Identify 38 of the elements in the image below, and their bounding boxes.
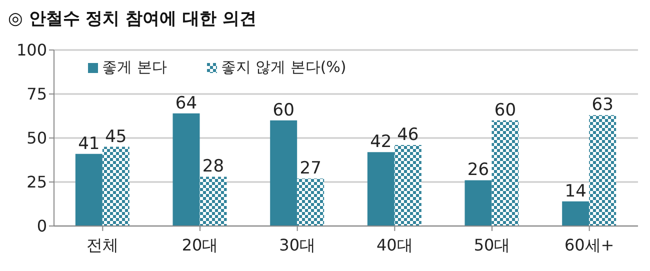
data-label: 28 bbox=[202, 156, 224, 177]
bar bbox=[562, 201, 590, 226]
bar bbox=[367, 152, 394, 226]
data-label: 41 bbox=[78, 134, 100, 154]
bar bbox=[394, 145, 422, 226]
legend-label: 좋게 본다 bbox=[101, 58, 167, 77]
bar bbox=[270, 120, 298, 226]
bar bbox=[492, 120, 519, 226]
y-tick-label: 25 bbox=[26, 172, 47, 192]
legend-label: 좋지 않게 본다(%) bbox=[220, 58, 346, 77]
bar bbox=[75, 154, 102, 226]
x-tick-label: 20대 bbox=[182, 235, 218, 254]
bar bbox=[200, 176, 227, 226]
y-tick-label: 100 bbox=[16, 40, 47, 60]
data-label: 45 bbox=[105, 126, 127, 147]
data-label: 60 bbox=[494, 100, 516, 120]
data-label: 42 bbox=[370, 132, 392, 152]
data-label: 14 bbox=[564, 181, 586, 202]
x-tick-label: 전체 bbox=[86, 235, 119, 254]
bar bbox=[589, 115, 616, 226]
x-tick-label: 40대 bbox=[376, 235, 413, 254]
chart-title: ◎ 안철수 정치 참여에 대한 의견 bbox=[8, 8, 258, 31]
bar bbox=[102, 146, 130, 226]
x-tick-label: 30대 bbox=[279, 235, 316, 254]
data-label: 64 bbox=[175, 93, 198, 114]
y-tick-label: 75 bbox=[26, 84, 47, 104]
bar bbox=[464, 180, 492, 226]
y-tick-label: 0 bbox=[36, 216, 47, 236]
data-label: 63 bbox=[592, 95, 614, 116]
bar bbox=[297, 178, 324, 226]
data-label: 26 bbox=[467, 160, 490, 180]
x-tick-label: 60세+ bbox=[564, 235, 614, 254]
bar bbox=[172, 113, 200, 226]
data-label: 46 bbox=[397, 125, 419, 146]
data-label: 27 bbox=[300, 158, 322, 178]
y-tick-label: 50 bbox=[26, 128, 47, 148]
data-label: 60 bbox=[272, 100, 294, 120]
x-tick-label: 50대 bbox=[474, 235, 510, 254]
